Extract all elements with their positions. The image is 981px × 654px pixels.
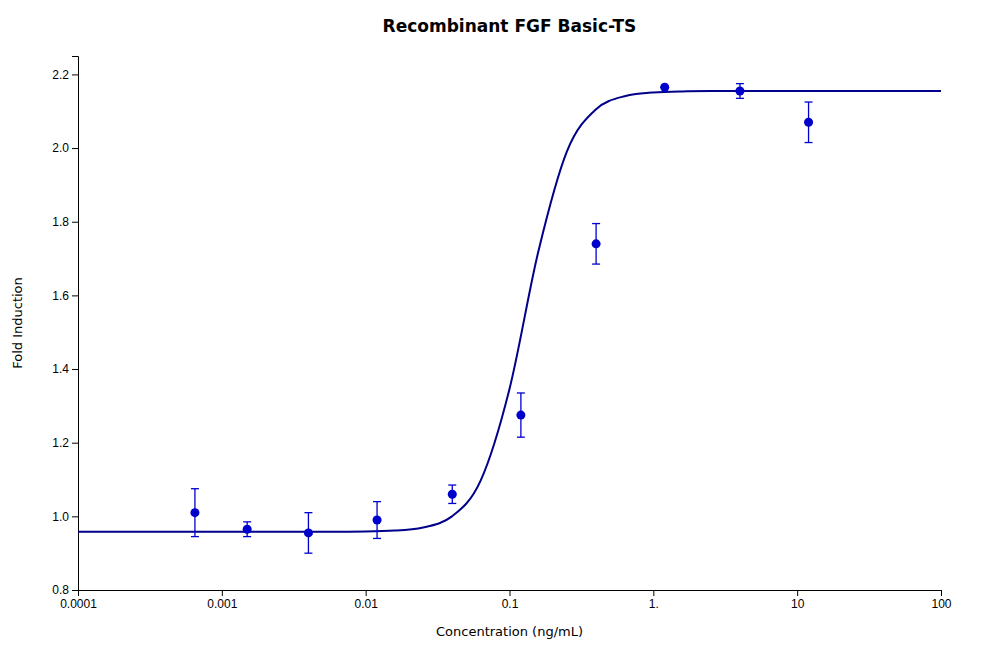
point bbox=[243, 525, 252, 534]
error-bar-cap bbox=[448, 484, 456, 485]
x-tick: 0.1 bbox=[502, 590, 519, 611]
x-tick: 10 bbox=[791, 590, 805, 611]
error-bar bbox=[373, 502, 381, 539]
error-bar-cap bbox=[373, 501, 381, 502]
error-bar-cap bbox=[191, 536, 199, 537]
error-bar-cap bbox=[805, 101, 813, 102]
x-tick-label: 100 bbox=[931, 597, 951, 611]
marks bbox=[78, 83, 941, 553]
error-bar-cap bbox=[191, 488, 199, 489]
x-tick-mark bbox=[222, 590, 223, 596]
y-tick-mark bbox=[72, 369, 78, 370]
y-tick-label: 1.0 bbox=[52, 510, 69, 524]
title: Recombinant FGF Basic-TS bbox=[383, 16, 637, 36]
y-axis-line bbox=[72, 57, 79, 591]
y-tick-mark bbox=[72, 295, 78, 296]
point bbox=[735, 86, 744, 95]
x-tick-mark bbox=[797, 590, 798, 596]
x-tick-mark bbox=[653, 590, 654, 596]
y-tick-mark bbox=[72, 74, 78, 75]
error-bar-cap bbox=[448, 503, 456, 504]
point bbox=[190, 508, 199, 517]
error-bar bbox=[736, 84, 744, 99]
point bbox=[448, 490, 457, 499]
y-tick-mark bbox=[72, 222, 78, 223]
x-tick-label: 0.001 bbox=[207, 597, 237, 611]
error-bar-cap bbox=[304, 512, 312, 513]
x-tick: 1. bbox=[649, 590, 659, 611]
point bbox=[516, 411, 525, 420]
y-tick-label: 1.6 bbox=[52, 289, 69, 303]
y-tick: 1.6 bbox=[52, 289, 78, 303]
x-tick-label: 0.01 bbox=[354, 597, 378, 611]
y-tick-label: 1.4 bbox=[52, 362, 69, 376]
y-tick: 1.4 bbox=[52, 362, 78, 376]
x-tick-mark bbox=[941, 590, 942, 596]
error-bar-cap bbox=[373, 538, 381, 539]
x-axis-title: Concentration (ng/mL) bbox=[436, 624, 583, 639]
x-axis-line bbox=[79, 591, 942, 597]
error-bar-cap bbox=[736, 98, 744, 99]
chart: 0.0001 0.001 0.01 0.1 1. 10 100 0.8 1.0 1.2 1.4 1.6… bbox=[0, 0, 981, 654]
point bbox=[804, 118, 813, 127]
y-tick-mark bbox=[72, 443, 78, 444]
error-bar bbox=[517, 393, 525, 437]
points bbox=[190, 83, 813, 553]
y-tick-label: 2.2 bbox=[52, 68, 69, 82]
y-tick-label: 2.0 bbox=[52, 141, 69, 155]
x-axis: 0.0001 0.001 0.01 0.1 1. 10 100 bbox=[60, 590, 952, 611]
x-tick-label: 10 bbox=[791, 597, 805, 611]
error-bar bbox=[243, 522, 251, 537]
plot-area: 0.0001 0.001 0.01 0.1 1. 10 100 0.8 1.0 1.2 1.4 1.6… bbox=[52, 57, 952, 611]
error-bar-cap bbox=[243, 521, 251, 522]
error-bar-cap bbox=[592, 223, 600, 224]
y-tick-label: 0.8 bbox=[52, 583, 69, 597]
y-tick: 1.8 bbox=[52, 215, 78, 229]
y-tick-mark bbox=[72, 148, 78, 149]
y-axis: 0.8 1.0 1.2 1.4 1.6 1.8 2.0 2.2 bbox=[52, 57, 78, 598]
error-bar bbox=[592, 224, 600, 265]
error-bar bbox=[805, 102, 813, 143]
x-tick: 0.001 bbox=[207, 590, 237, 611]
point bbox=[304, 528, 313, 537]
error-bar-cap bbox=[592, 263, 600, 264]
error-bar-cap bbox=[243, 536, 251, 537]
y-tick-mark bbox=[72, 590, 78, 591]
error-bar-cap bbox=[805, 142, 813, 143]
error-bar bbox=[304, 513, 312, 554]
y-tick-label: 1.8 bbox=[52, 215, 69, 229]
y-tick-label: 1.2 bbox=[52, 436, 69, 450]
x-tick-mark bbox=[366, 590, 367, 596]
x-tick-mark bbox=[510, 590, 511, 596]
point bbox=[373, 516, 382, 525]
point bbox=[592, 239, 601, 248]
curve bbox=[78, 91, 941, 532]
y-tick: 0.8 bbox=[52, 583, 78, 597]
error-bar-cap bbox=[517, 437, 525, 438]
y-tick-mark bbox=[72, 516, 78, 517]
error-bar-cap bbox=[517, 392, 525, 393]
point bbox=[660, 83, 669, 92]
y-tick: 1.2 bbox=[52, 436, 78, 450]
y-axis-title: Fold Induction bbox=[10, 277, 25, 369]
error-bar bbox=[448, 485, 456, 503]
x-tick-label: 0.1 bbox=[502, 597, 519, 611]
error-bar-cap bbox=[304, 553, 312, 554]
x-tick-label: 1. bbox=[649, 597, 659, 611]
x-tick-label: 0.0001 bbox=[60, 597, 97, 611]
x-tick: 100 bbox=[931, 590, 951, 611]
y-tick: 1.0 bbox=[52, 510, 78, 524]
error-bar bbox=[191, 489, 199, 537]
y-tick: 2.2 bbox=[52, 68, 78, 82]
y-tick: 2.0 bbox=[52, 141, 78, 155]
x-tick: 0.01 bbox=[354, 590, 378, 611]
error-bar-cap bbox=[736, 83, 744, 84]
